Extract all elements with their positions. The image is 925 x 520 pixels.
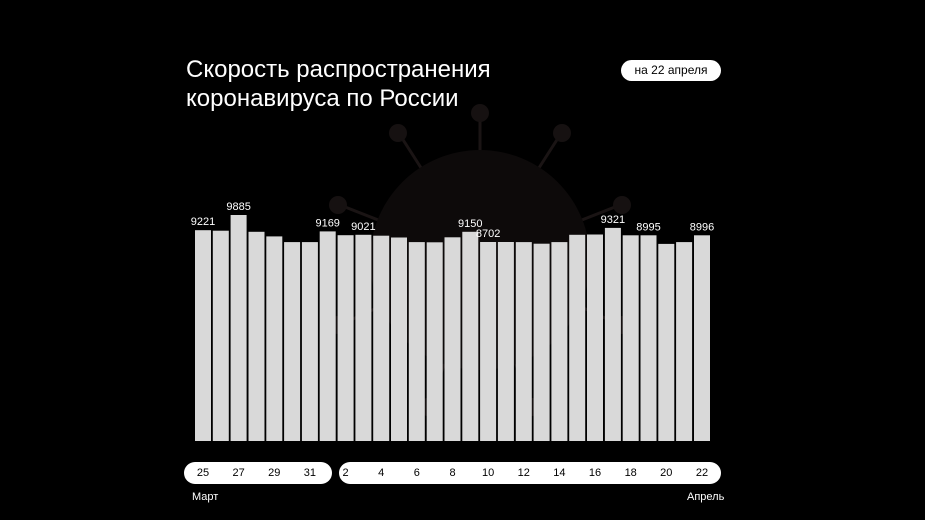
x-tick-12: 12 xyxy=(517,467,530,479)
x-tick-20: 20 xyxy=(660,467,673,479)
bar-14 xyxy=(551,242,568,441)
chart-title: Скорость распространения коронавируса по… xyxy=(186,55,546,113)
bar-16 xyxy=(587,234,603,441)
bar-5 xyxy=(391,237,407,441)
bar-25 xyxy=(195,230,211,441)
date-badge: на 22 апреля xyxy=(621,60,721,81)
x-tick-10: 10 xyxy=(481,467,495,479)
bar-8 xyxy=(444,237,461,441)
data-label-22: 8996 xyxy=(690,221,714,233)
x-tick-14: 14 xyxy=(553,467,566,479)
data-label-27: 9885 xyxy=(226,201,250,213)
bar-6 xyxy=(408,242,425,441)
bars-group xyxy=(195,215,710,441)
x-tick-8: 8 xyxy=(449,467,456,479)
title-line-1: Скорость распространения xyxy=(186,56,491,83)
bar-29 xyxy=(266,236,283,441)
bar-26 xyxy=(212,230,229,441)
x-tick-29: 29 xyxy=(268,467,281,479)
data-label-17: 9321 xyxy=(601,214,625,226)
x-tick-18: 18 xyxy=(624,467,637,479)
bar-22 xyxy=(694,235,710,441)
bar-20 xyxy=(658,243,675,441)
bar-10 xyxy=(480,242,497,441)
data-label-25: 9221 xyxy=(191,216,215,228)
data-label-10: 8702 xyxy=(476,228,500,240)
data-label-1: 9169 xyxy=(315,217,339,229)
x-tick-27: 27 xyxy=(232,467,245,479)
bar-1 xyxy=(319,231,336,441)
bar-11 xyxy=(497,242,514,441)
bar-18 xyxy=(622,235,639,441)
bar-7 xyxy=(426,242,443,441)
bar-30 xyxy=(284,242,301,441)
x-tick-16: 16 xyxy=(588,467,602,479)
bar-31 xyxy=(301,242,318,441)
x-tick-4: 4 xyxy=(378,467,385,479)
data-label-19: 8995 xyxy=(636,221,660,233)
x-tick-2: 2 xyxy=(342,467,349,479)
x-tick-31: 31 xyxy=(303,467,317,479)
x-tick-6: 6 xyxy=(413,467,420,479)
bar-2 xyxy=(337,235,354,441)
bar-15 xyxy=(569,234,586,441)
bar-28 xyxy=(248,231,265,441)
bar-17 xyxy=(604,227,621,441)
bar-13 xyxy=(533,243,550,441)
data-label-9: 9150 xyxy=(458,218,482,230)
april-axis-pill xyxy=(339,462,721,484)
march-axis-pill xyxy=(184,462,332,484)
bar-27 xyxy=(230,215,247,441)
x-tick-25: 25 xyxy=(196,467,210,479)
bar-9 xyxy=(462,231,479,441)
bar-21 xyxy=(676,242,693,441)
month-label-march: Март xyxy=(192,491,219,503)
bar-19 xyxy=(640,235,657,441)
bar-12 xyxy=(515,242,532,441)
bar-4 xyxy=(373,235,390,441)
bar-3 xyxy=(355,234,372,441)
title-line-2: коронавируса по России xyxy=(186,85,459,112)
data-label-3: 9021 xyxy=(351,221,375,233)
month-label-april: Апрель xyxy=(687,491,725,503)
x-tick-22: 22 xyxy=(695,467,709,479)
